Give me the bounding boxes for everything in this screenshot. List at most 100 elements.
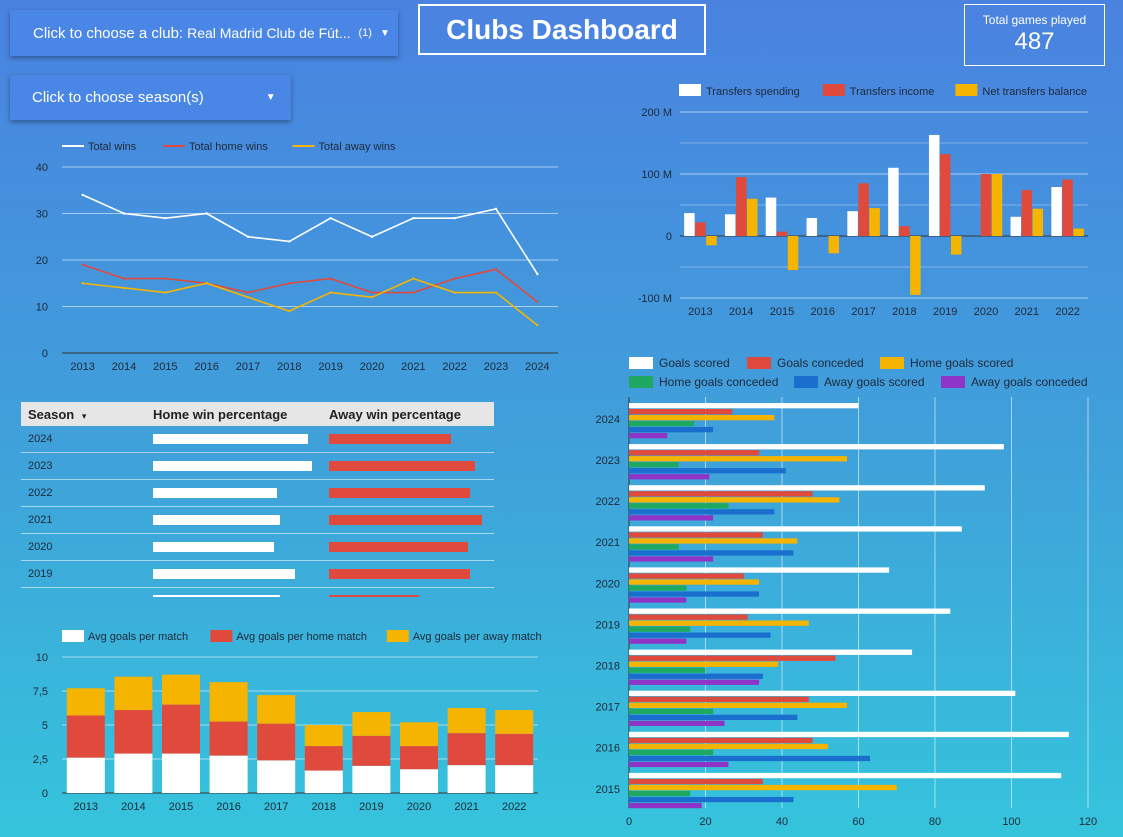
bar: [629, 591, 760, 597]
bar: [928, 134, 940, 236]
x-tick-label: 60: [852, 816, 864, 828]
bar: [629, 614, 748, 620]
legend-swatch: [794, 376, 818, 388]
y-tick-label: 0: [666, 231, 672, 243]
total-games-label: Total games played: [982, 13, 1087, 27]
column-header-home-win[interactable]: Home win percentage: [153, 406, 288, 422]
table-row: 2021: [21, 507, 494, 534]
away-win-bar: [329, 569, 470, 579]
bar: [629, 802, 702, 809]
x-tick-label: 2014: [112, 361, 136, 373]
data-point: [370, 235, 374, 238]
bar: [629, 462, 679, 468]
bar-segment: [495, 710, 534, 734]
y-tick-label: 10: [36, 652, 48, 664]
goals-horizontal-bar-chart: 0 20 40 60 80 100 120 2024 2023 2022 2021 2020 2019 2…: [596, 356, 1098, 828]
x-tick-label: 2013: [74, 801, 98, 813]
bar-segment: [209, 755, 248, 793]
season-cell: 2020: [28, 541, 53, 553]
season-cell: 2022: [28, 487, 53, 499]
bar: [629, 468, 786, 474]
home-win-bar: [153, 461, 313, 471]
series-line: [82, 194, 539, 275]
home-win-cell: [153, 542, 329, 552]
bar: [629, 661, 779, 667]
data-point: [288, 309, 291, 313]
total-games-value: 487: [1014, 28, 1055, 55]
bar: [847, 211, 858, 236]
bar: [629, 532, 763, 538]
data-point: [370, 291, 374, 294]
data-point: [453, 277, 456, 280]
bar: [629, 485, 985, 491]
legend-label: Away goals scored: [824, 375, 925, 389]
legend-swatch: [629, 357, 653, 369]
bar: [629, 579, 760, 585]
bar: [629, 597, 687, 603]
home-win-bar: [153, 595, 280, 597]
bar: [629, 421, 695, 427]
chevron-down-icon: ▼: [379, 27, 390, 39]
legend-label: Goals scored: [659, 356, 730, 370]
bar: [629, 638, 687, 644]
y-tick-label: 5: [42, 720, 48, 732]
table-row: 2023: [21, 453, 494, 480]
bar: [695, 222, 706, 236]
x-tick-label: 2023: [484, 361, 508, 373]
bar: [629, 427, 714, 433]
column-header-away-win[interactable]: Away win percentage: [329, 406, 461, 422]
bar: [806, 218, 818, 236]
bar: [629, 731, 1069, 738]
data-point: [536, 300, 539, 304]
season-selector[interactable]: Click to choose season(s) ▼: [10, 75, 291, 120]
data-point: [81, 263, 84, 266]
data-point: [164, 216, 167, 220]
legend-swatch: [386, 630, 409, 642]
bar: [629, 403, 859, 409]
data-point: [536, 323, 539, 327]
data-point: [288, 282, 291, 285]
data-point: [205, 282, 208, 285]
data-point: [453, 291, 456, 294]
bar: [1051, 187, 1062, 236]
bar-segment: [447, 708, 486, 734]
x-tick-label: 2015: [153, 361, 177, 373]
bar: [629, 679, 760, 685]
x-tick-label: 2018: [277, 361, 301, 373]
bar: [629, 450, 760, 456]
x-tick-label: 20: [699, 816, 711, 828]
legend-label: Goals conceded: [777, 356, 864, 370]
away-win-cell: [329, 569, 494, 579]
bar: [991, 174, 1003, 236]
legend-label: Home goals scored: [910, 356, 1013, 370]
column-header-season[interactable]: Season ▾: [21, 407, 153, 422]
legend-label: Total away wins: [319, 141, 397, 153]
bar-segment: [114, 753, 153, 793]
data-point: [122, 277, 126, 280]
y-tick-label: -100 M: [638, 293, 672, 305]
bar: [939, 154, 951, 236]
bar-segment: [257, 760, 296, 793]
wins-line-chart: 0 10 20 30 40 2013 2014 2015 2016 2017 2018 2019 202…: [36, 141, 558, 373]
bar-segment: [209, 682, 248, 722]
bar: [629, 415, 775, 421]
y-tick-label: 40: [36, 162, 48, 174]
club-selector[interactable]: Click to choose a club: Real Madrid Club…: [10, 10, 398, 56]
y-tick-label: 2017: [596, 702, 620, 714]
x-tick-label: 100: [1002, 816, 1020, 828]
home-win-cell: [153, 515, 329, 525]
x-tick-label: 2015: [169, 801, 193, 813]
bar: [629, 649, 913, 655]
x-tick-label: 2014: [729, 306, 753, 318]
home-win-cell: [153, 488, 329, 498]
data-point: [329, 291, 332, 294]
bar: [629, 696, 809, 702]
bar: [629, 667, 706, 673]
data-point: [412, 216, 415, 220]
page-title: Clubs Dashboard: [418, 4, 706, 55]
away-win-cell: [329, 434, 494, 444]
x-tick-label: 2016: [811, 306, 835, 318]
bar-segment: [209, 721, 248, 756]
legend-label: Transfers income: [850, 86, 935, 98]
bar: [629, 626, 691, 632]
